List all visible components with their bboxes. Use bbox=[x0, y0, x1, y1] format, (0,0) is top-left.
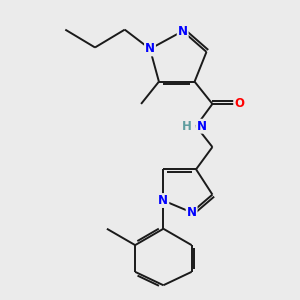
Text: N: N bbox=[158, 194, 168, 207]
Text: N: N bbox=[196, 120, 206, 133]
Text: H: H bbox=[182, 120, 192, 133]
Text: N: N bbox=[187, 206, 196, 219]
Text: N: N bbox=[178, 25, 188, 38]
Text: N: N bbox=[145, 42, 155, 56]
Text: O: O bbox=[234, 98, 244, 110]
